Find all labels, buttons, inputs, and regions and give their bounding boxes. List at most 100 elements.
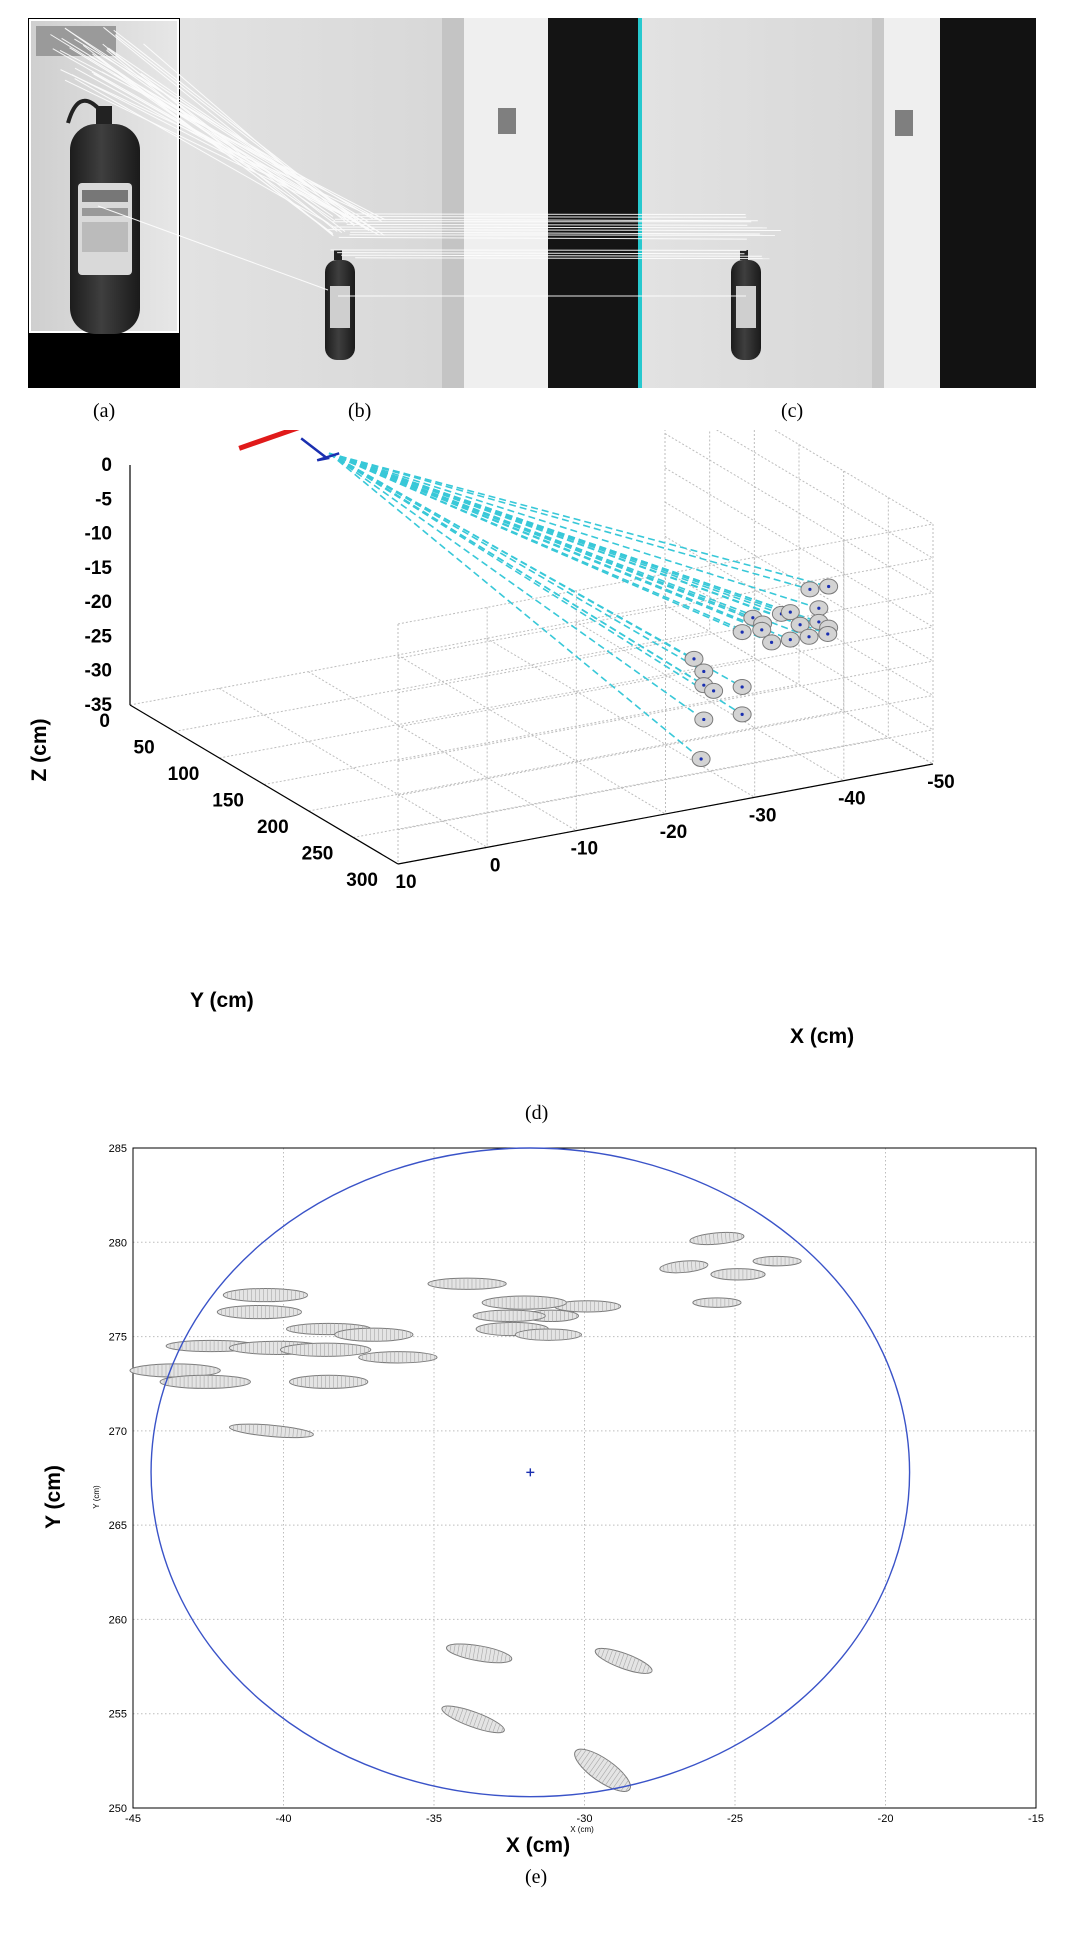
match-line: [346, 223, 748, 226]
match-line: [101, 71, 379, 220]
ellipse-hatch: [611, 1650, 617, 1665]
ellipse-outline: [216, 1304, 303, 1320]
projection-ray: [328, 452, 754, 619]
grid-2d: [132, 1147, 1037, 1809]
match-line: [74, 67, 380, 236]
y-tick-label: 0: [99, 711, 110, 732]
match-line: [143, 43, 355, 227]
x-axis-label: X (cm): [790, 1025, 854, 1048]
ellipse-hatch: [484, 1647, 488, 1662]
grid-line: [397, 660, 934, 762]
ellipse-outline: [441, 1705, 505, 1734]
match-line: [74, 78, 329, 224]
ellipse-hatch: [468, 1644, 472, 1659]
exit-sign-icon: [895, 110, 913, 136]
ellipse-hatch: [236, 1424, 239, 1432]
uncertainty-ellipse: [358, 1351, 438, 1364]
tick-labels-2d: -45 -40 -35 -30 -25 -20 -15 285 280 275 270 265 260 2…: [109, 1143, 1044, 1825]
ellipse-hatch: [675, 1262, 677, 1273]
search-circle: [150, 1147, 911, 1798]
grid-line: [308, 710, 844, 812]
uncertainty-ellipse: [752, 1255, 802, 1267]
ellipse-hatch: [651, 1670, 653, 1673]
ellipse-hatch: [705, 1234, 707, 1245]
ellipse-hatch: [272, 1425, 275, 1437]
uncertainty-ellipse: [553, 1300, 622, 1313]
ellipse-hatch: [496, 1724, 501, 1733]
ellipse-hatch: [504, 1653, 507, 1663]
match-line: [331, 226, 767, 229]
x-tick-label: -40: [276, 1813, 292, 1825]
ellipse-hatch: [600, 1648, 605, 1659]
y-tick-label: 200: [257, 817, 289, 838]
grid-line: [664, 467, 934, 628]
uncertainty-ellipse: [692, 1297, 742, 1308]
match-line: [342, 216, 747, 218]
ellipse-hatch: [612, 1773, 624, 1789]
exit-sign-icon: [498, 108, 516, 134]
uncertainty-ellipse: [441, 1705, 505, 1734]
grid-line: [486, 637, 755, 798]
z-tick-label: -25: [85, 626, 113, 647]
landmark-center: [808, 587, 812, 591]
ellipse-hatch: [717, 1232, 719, 1245]
uncertainty-ellipse: [594, 1647, 653, 1674]
landmark-center: [712, 689, 716, 693]
match-line: [113, 29, 359, 222]
ellipse-hatch: [252, 1424, 255, 1435]
x-tick-label: -30: [749, 805, 776, 826]
match-line: [342, 213, 746, 216]
x-tick-label: -20: [878, 1813, 894, 1825]
z-tick-label: -5: [95, 489, 112, 510]
y-tick-label: 255: [109, 1709, 127, 1721]
ellipse-hatch: [488, 1719, 494, 1732]
ellipse-hatch: [248, 1424, 251, 1434]
ellipse-hatch: [451, 1706, 456, 1718]
ellipse-hatch: [484, 1718, 490, 1731]
ellipse-hatch: [276, 1425, 279, 1437]
projection-ray: [328, 452, 820, 609]
y-tick-label: 250: [109, 1803, 127, 1815]
ellipse-hatch: [300, 1429, 302, 1438]
landmark-center: [817, 606, 821, 610]
ellipse-hatch: [585, 1754, 599, 1772]
chart-2d-topview: -45 -40 -35 -30 -25 -20 -15 285 280 275 270 265 260 2…: [42, 1143, 1044, 1857]
ellipse-hatch: [701, 1235, 703, 1245]
x-tick-label: -30: [577, 1813, 593, 1825]
camera-pose: [238, 430, 340, 462]
x-tick-label: 10: [395, 872, 416, 893]
ellipse-hatch: [449, 1644, 452, 1652]
grid-line: [397, 694, 934, 796]
x-tick-label: -10: [571, 839, 598, 860]
match-line: [106, 49, 334, 237]
ellipse-hatch: [725, 1232, 727, 1244]
z-tick-label: -15: [85, 558, 113, 579]
ellipse-hatch: [457, 1643, 460, 1656]
ellipse-hatch: [256, 1424, 259, 1435]
grid-line: [219, 657, 755, 759]
ellipse-hatch: [447, 1706, 452, 1716]
y-tick-label: 275: [109, 1332, 127, 1344]
match-line: [93, 73, 364, 226]
y-tick-label: 260: [109, 1614, 127, 1626]
projection-ray: [328, 452, 705, 721]
ellipse-hatch: [469, 1711, 475, 1727]
ellipse-hatch: [244, 1424, 247, 1434]
projection-ray: [328, 452, 791, 641]
ellipse-hatch: [626, 1655, 632, 1670]
landmark-center: [702, 669, 706, 674]
ellipse-outline: [358, 1351, 438, 1364]
projection-ray: [328, 452, 810, 638]
image-match-strip: [28, 18, 1036, 388]
x-tick-label: -50: [927, 772, 954, 793]
grid-line: [397, 557, 934, 659]
landmark-center: [788, 610, 792, 614]
ellipse-hatch: [480, 1716, 487, 1730]
ellipse-hatch: [264, 1424, 267, 1436]
x-tick-label: -45: [125, 1813, 141, 1825]
ellipse-hatch: [582, 1752, 595, 1769]
ellipse-hatch: [699, 1261, 701, 1270]
ellipse-hatch: [464, 1644, 468, 1658]
ellipse-hatch: [296, 1428, 298, 1438]
landmark-uncertainty-ellipses: [129, 1231, 802, 1792]
